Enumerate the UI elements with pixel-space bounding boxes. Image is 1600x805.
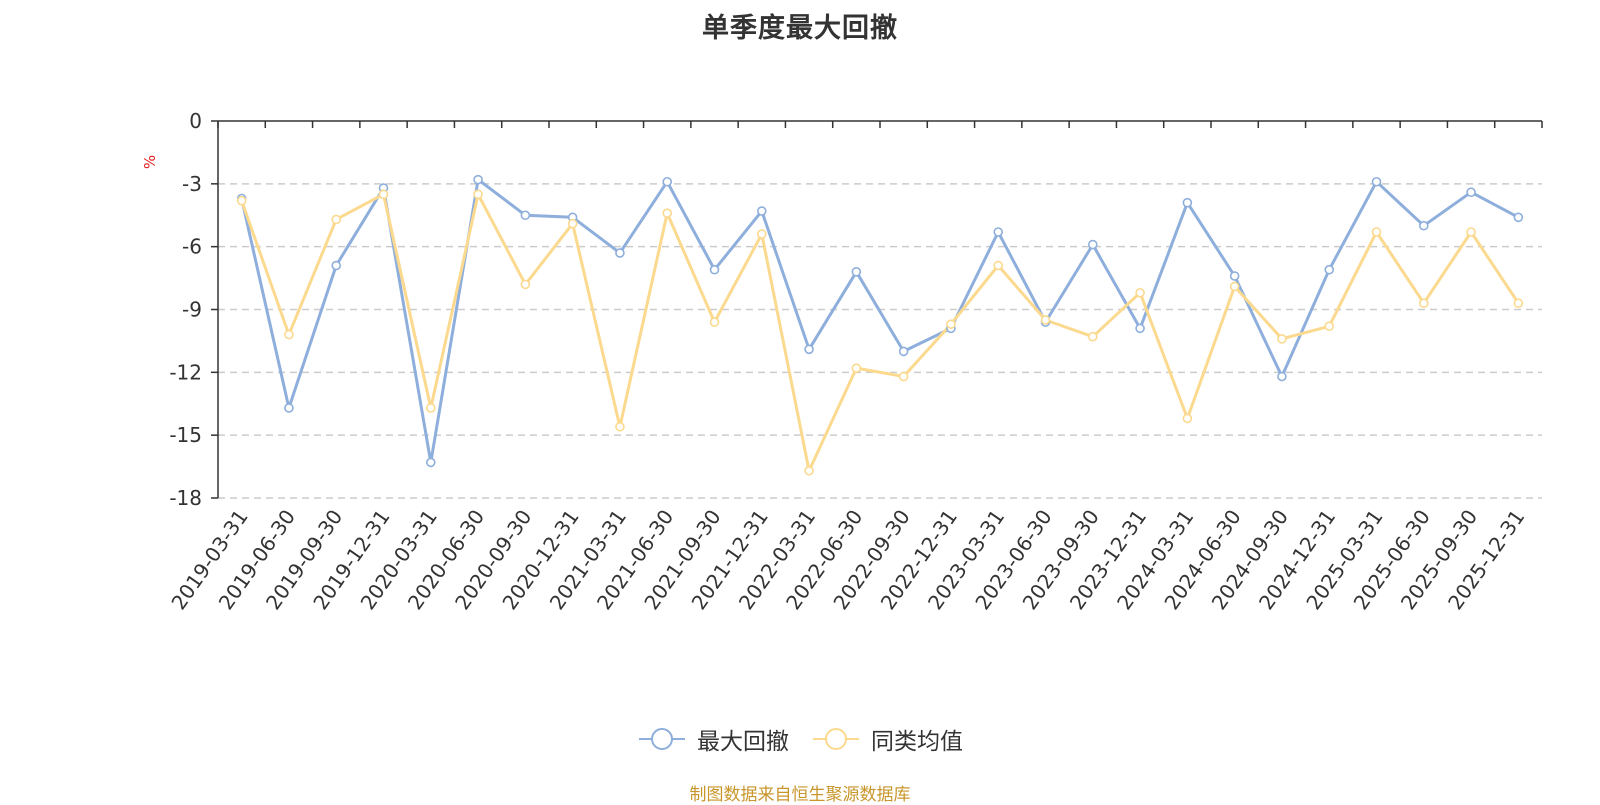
data-point-0 xyxy=(1418,220,1429,231)
series-line-1 xyxy=(240,192,1520,473)
data-point-1 xyxy=(425,403,436,413)
y-tick-label: -12 xyxy=(169,360,202,384)
data-point-0 xyxy=(331,260,342,271)
data-point-1 xyxy=(993,260,1004,271)
data-point-1 xyxy=(331,214,342,225)
data-point-1 xyxy=(804,465,814,476)
legend-item-category-average[interactable]: 同类均值 xyxy=(811,722,963,756)
y-tick-label: -15 xyxy=(169,423,202,447)
data-point-0 xyxy=(1277,371,1287,382)
y-tick-label: -6 xyxy=(182,235,202,259)
y-axis-label: % xyxy=(141,155,159,169)
data-point-1 xyxy=(567,218,578,229)
data-point-0 xyxy=(520,210,531,221)
data-point-1 xyxy=(615,421,625,432)
data-point-0 xyxy=(1513,212,1524,223)
chart-title: 单季度最大回撤 xyxy=(702,13,898,44)
axes: 0-3-6-9-12-15-182019-03-312019-06-302019… xyxy=(166,109,1543,614)
data-point-1 xyxy=(1182,413,1193,424)
data-point-0 xyxy=(1182,197,1193,208)
data-point-1 xyxy=(236,195,247,206)
data-point-0 xyxy=(898,346,909,357)
data-point-0 xyxy=(1135,323,1145,334)
data-point-0 xyxy=(662,176,673,187)
data-point-1 xyxy=(898,371,909,382)
data-point-1 xyxy=(1087,331,1098,342)
data-points xyxy=(236,174,1524,476)
y-tick-label: -3 xyxy=(182,172,202,196)
y-tick-label: 0 xyxy=(189,109,202,133)
legend-label: 同类均值 xyxy=(871,729,963,755)
data-point-1 xyxy=(473,189,483,200)
data-source-note: 制图数据来自恒生聚源数据库 xyxy=(689,785,911,805)
data-point-0 xyxy=(993,227,1004,237)
legend-line-circle-icon xyxy=(639,728,685,750)
data-point-1 xyxy=(1229,281,1240,292)
legend-item-max-drawdown[interactable]: 最大回撤 xyxy=(637,722,789,756)
data-point-0 xyxy=(425,457,436,468)
data-point-1 xyxy=(662,208,673,218)
data-point-1 xyxy=(378,189,389,200)
data-point-1 xyxy=(1135,287,1145,298)
data-point-1 xyxy=(756,229,767,239)
data-point-0 xyxy=(1229,271,1240,281)
data-point-1 xyxy=(284,329,294,340)
y-tick-label: -9 xyxy=(182,298,202,322)
data-point-0 xyxy=(804,344,814,355)
data-point-0 xyxy=(756,206,767,216)
data-point-0 xyxy=(1087,239,1098,250)
data-point-0 xyxy=(615,248,625,258)
y-tick-label: -18 xyxy=(169,486,202,510)
data-point-1 xyxy=(1277,334,1287,344)
data-point-1 xyxy=(851,363,862,373)
data-point-1 xyxy=(709,317,720,327)
data-point-0 xyxy=(851,266,862,277)
legend-label: 最大回撤 xyxy=(697,729,789,755)
series-line-0 xyxy=(240,178,1520,464)
data-point-0 xyxy=(709,264,720,275)
data-point-1 xyxy=(1040,315,1051,325)
data-point-1 xyxy=(1418,298,1429,309)
data-point-1 xyxy=(1466,227,1476,237)
legend-line-circle-icon xyxy=(813,728,859,750)
data-point-1 xyxy=(1513,298,1524,309)
data-point-0 xyxy=(1371,176,1382,187)
data-point-0 xyxy=(284,403,294,413)
data-point-1 xyxy=(1371,227,1382,237)
series-lines xyxy=(240,178,1520,473)
data-point-0 xyxy=(1466,187,1476,198)
data-point-1 xyxy=(1324,321,1335,332)
data-point-0 xyxy=(473,174,483,185)
data-point-0 xyxy=(1324,264,1335,275)
data-point-1 xyxy=(520,279,531,290)
data-point-1 xyxy=(946,319,956,329)
legend: 最大回撤 同类均值 xyxy=(0,722,1600,756)
